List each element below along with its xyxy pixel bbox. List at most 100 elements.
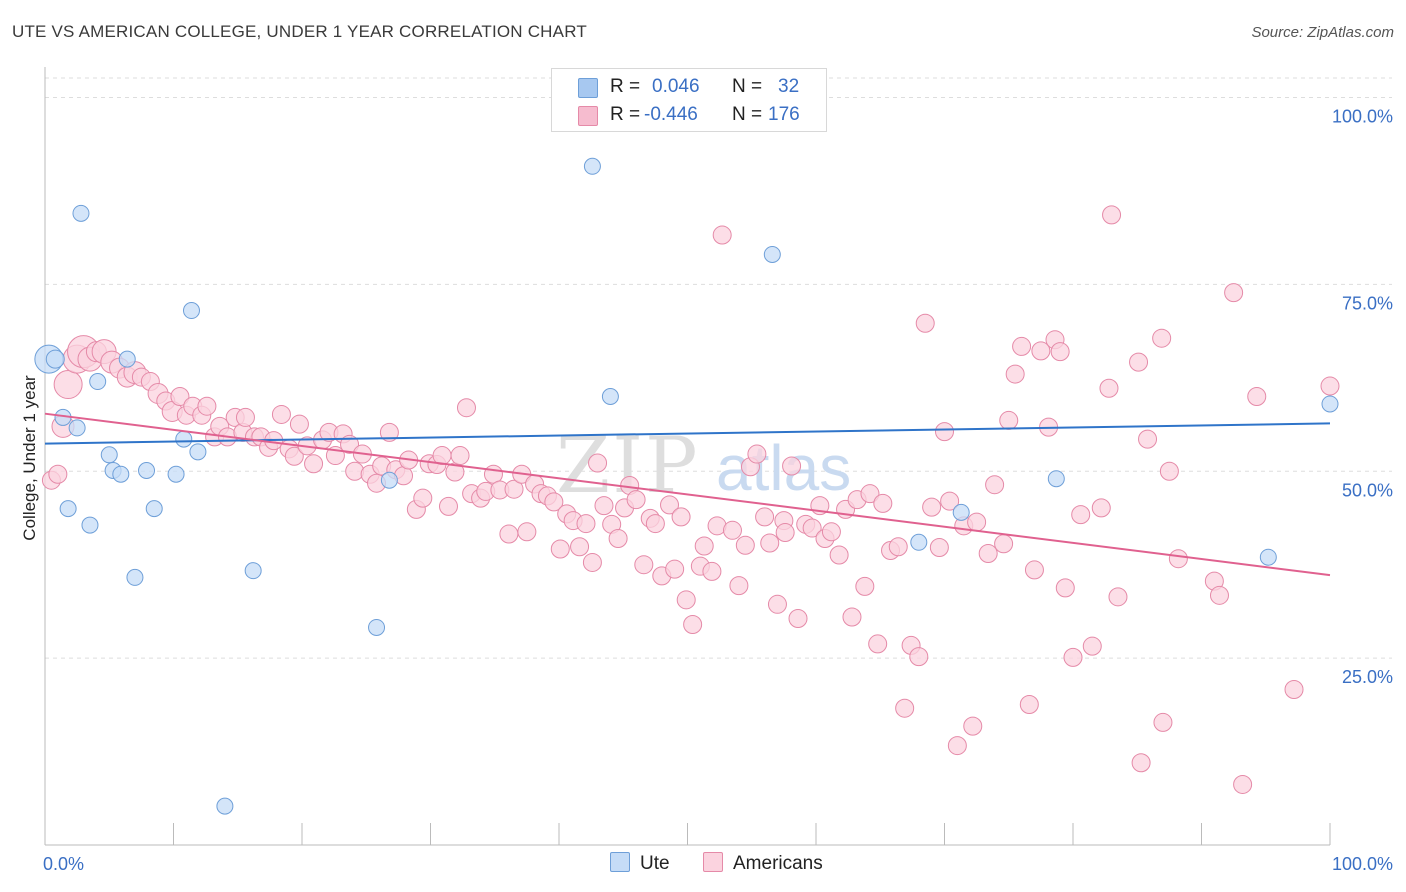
point-americans	[1005, 364, 1025, 384]
point-americans	[947, 736, 967, 756]
y-tick-label: 50.0%	[1342, 480, 1393, 500]
point-americans	[1019, 694, 1039, 714]
point-americans	[1055, 578, 1075, 598]
point-americans	[1099, 378, 1119, 398]
point-americans	[626, 490, 646, 510]
point-americans	[712, 225, 732, 245]
point-americans	[929, 537, 949, 557]
point-ute	[380, 471, 398, 489]
point-americans	[829, 545, 849, 565]
point-americans	[289, 414, 309, 434]
point-ute	[216, 797, 234, 815]
point-ute	[118, 350, 136, 368]
point-ute	[175, 430, 193, 448]
point-americans	[608, 529, 628, 549]
point-americans	[671, 507, 691, 527]
point-americans	[504, 479, 524, 499]
point-americans	[588, 453, 608, 473]
tick-labels: 25.0% 50.0% 75.0% 100.0% 0.0% 100.0%	[43, 107, 1393, 875]
bottom-legend-americans: Americans	[703, 852, 823, 875]
point-americans	[1024, 560, 1044, 580]
legend-n-value: 176	[768, 104, 800, 125]
point-americans	[576, 514, 596, 534]
point-americans	[683, 614, 703, 634]
point-americans	[868, 634, 888, 654]
point-ute	[1321, 395, 1339, 413]
point-americans	[345, 461, 365, 481]
point-americans	[1138, 429, 1158, 449]
point-ute	[182, 302, 200, 320]
point-americans	[967, 512, 987, 532]
x-tick-label: 100.0%	[1332, 854, 1393, 874]
point-americans	[755, 507, 775, 527]
point-americans	[1108, 587, 1128, 607]
point-americans	[170, 387, 190, 406]
point-ute	[1259, 548, 1277, 566]
point-ute	[68, 419, 86, 437]
point-americans	[994, 534, 1014, 554]
point-americans	[582, 552, 602, 572]
point-americans	[895, 698, 915, 718]
axes	[44, 67, 1331, 846]
point-americans	[1320, 376, 1340, 396]
legend-swatch-ute	[578, 78, 598, 98]
point-americans	[855, 576, 875, 596]
point-americans	[544, 492, 564, 512]
point-americans	[1050, 342, 1070, 362]
chart-title: UTE VS AMERICAN COLLEGE, UNDER 1 YEAR CO…	[12, 22, 587, 41]
point-americans	[456, 398, 476, 418]
point-ute	[167, 465, 185, 483]
point-americans	[517, 522, 537, 542]
point-americans	[922, 497, 942, 517]
source-label: Source: ZipAtlas.com	[1251, 24, 1394, 41]
bottom-legend-label-ute: Ute	[640, 853, 670, 874]
point-americans	[940, 491, 960, 511]
point-americans	[594, 496, 614, 516]
point-americans	[935, 422, 954, 442]
point-ute	[952, 503, 970, 521]
legend-row-ute: R = 0.046 N = 32	[552, 73, 826, 101]
point-americans	[1012, 336, 1032, 356]
y-axis-label: College, Under 1 year	[20, 375, 39, 541]
trend-line-americans	[44, 412, 1331, 577]
trend-lines	[44, 412, 1331, 577]
point-americans	[499, 524, 519, 544]
point-americans	[1168, 549, 1188, 569]
point-americans	[909, 647, 929, 667]
point-americans	[1031, 341, 1051, 361]
point-ute	[244, 562, 262, 580]
bottom-legend-swatch-americans	[703, 852, 723, 872]
point-americans	[1071, 505, 1091, 525]
point-americans	[645, 514, 665, 534]
point-americans	[999, 410, 1019, 430]
y-tick-label: 100.0%	[1332, 107, 1393, 127]
point-ute	[89, 373, 107, 391]
point-americans	[729, 576, 749, 596]
point-americans	[1082, 636, 1102, 656]
point-americans	[1233, 774, 1253, 794]
point-americans	[702, 561, 722, 581]
legend-n-label: N =	[732, 76, 763, 97]
point-americans	[1159, 461, 1179, 481]
point-ute	[81, 516, 99, 534]
point-americans	[782, 456, 802, 476]
point-americans	[1131, 753, 1151, 773]
point-americans	[438, 496, 458, 516]
y-tick-label: 75.0%	[1342, 293, 1393, 313]
point-americans	[860, 484, 880, 504]
point-ute	[145, 500, 163, 518]
point-americans	[665, 559, 685, 579]
point-americans	[676, 590, 696, 610]
point-americans	[821, 522, 841, 542]
point-americans	[722, 520, 742, 540]
point-americans	[413, 488, 433, 508]
point-americans	[760, 533, 780, 553]
point-ute	[126, 568, 144, 586]
legend-r-value: 0.046	[652, 76, 700, 97]
point-ute	[59, 500, 77, 518]
point-ute	[189, 443, 207, 461]
point-americans	[1153, 712, 1173, 732]
point-americans	[634, 555, 654, 575]
point-americans	[694, 536, 714, 556]
